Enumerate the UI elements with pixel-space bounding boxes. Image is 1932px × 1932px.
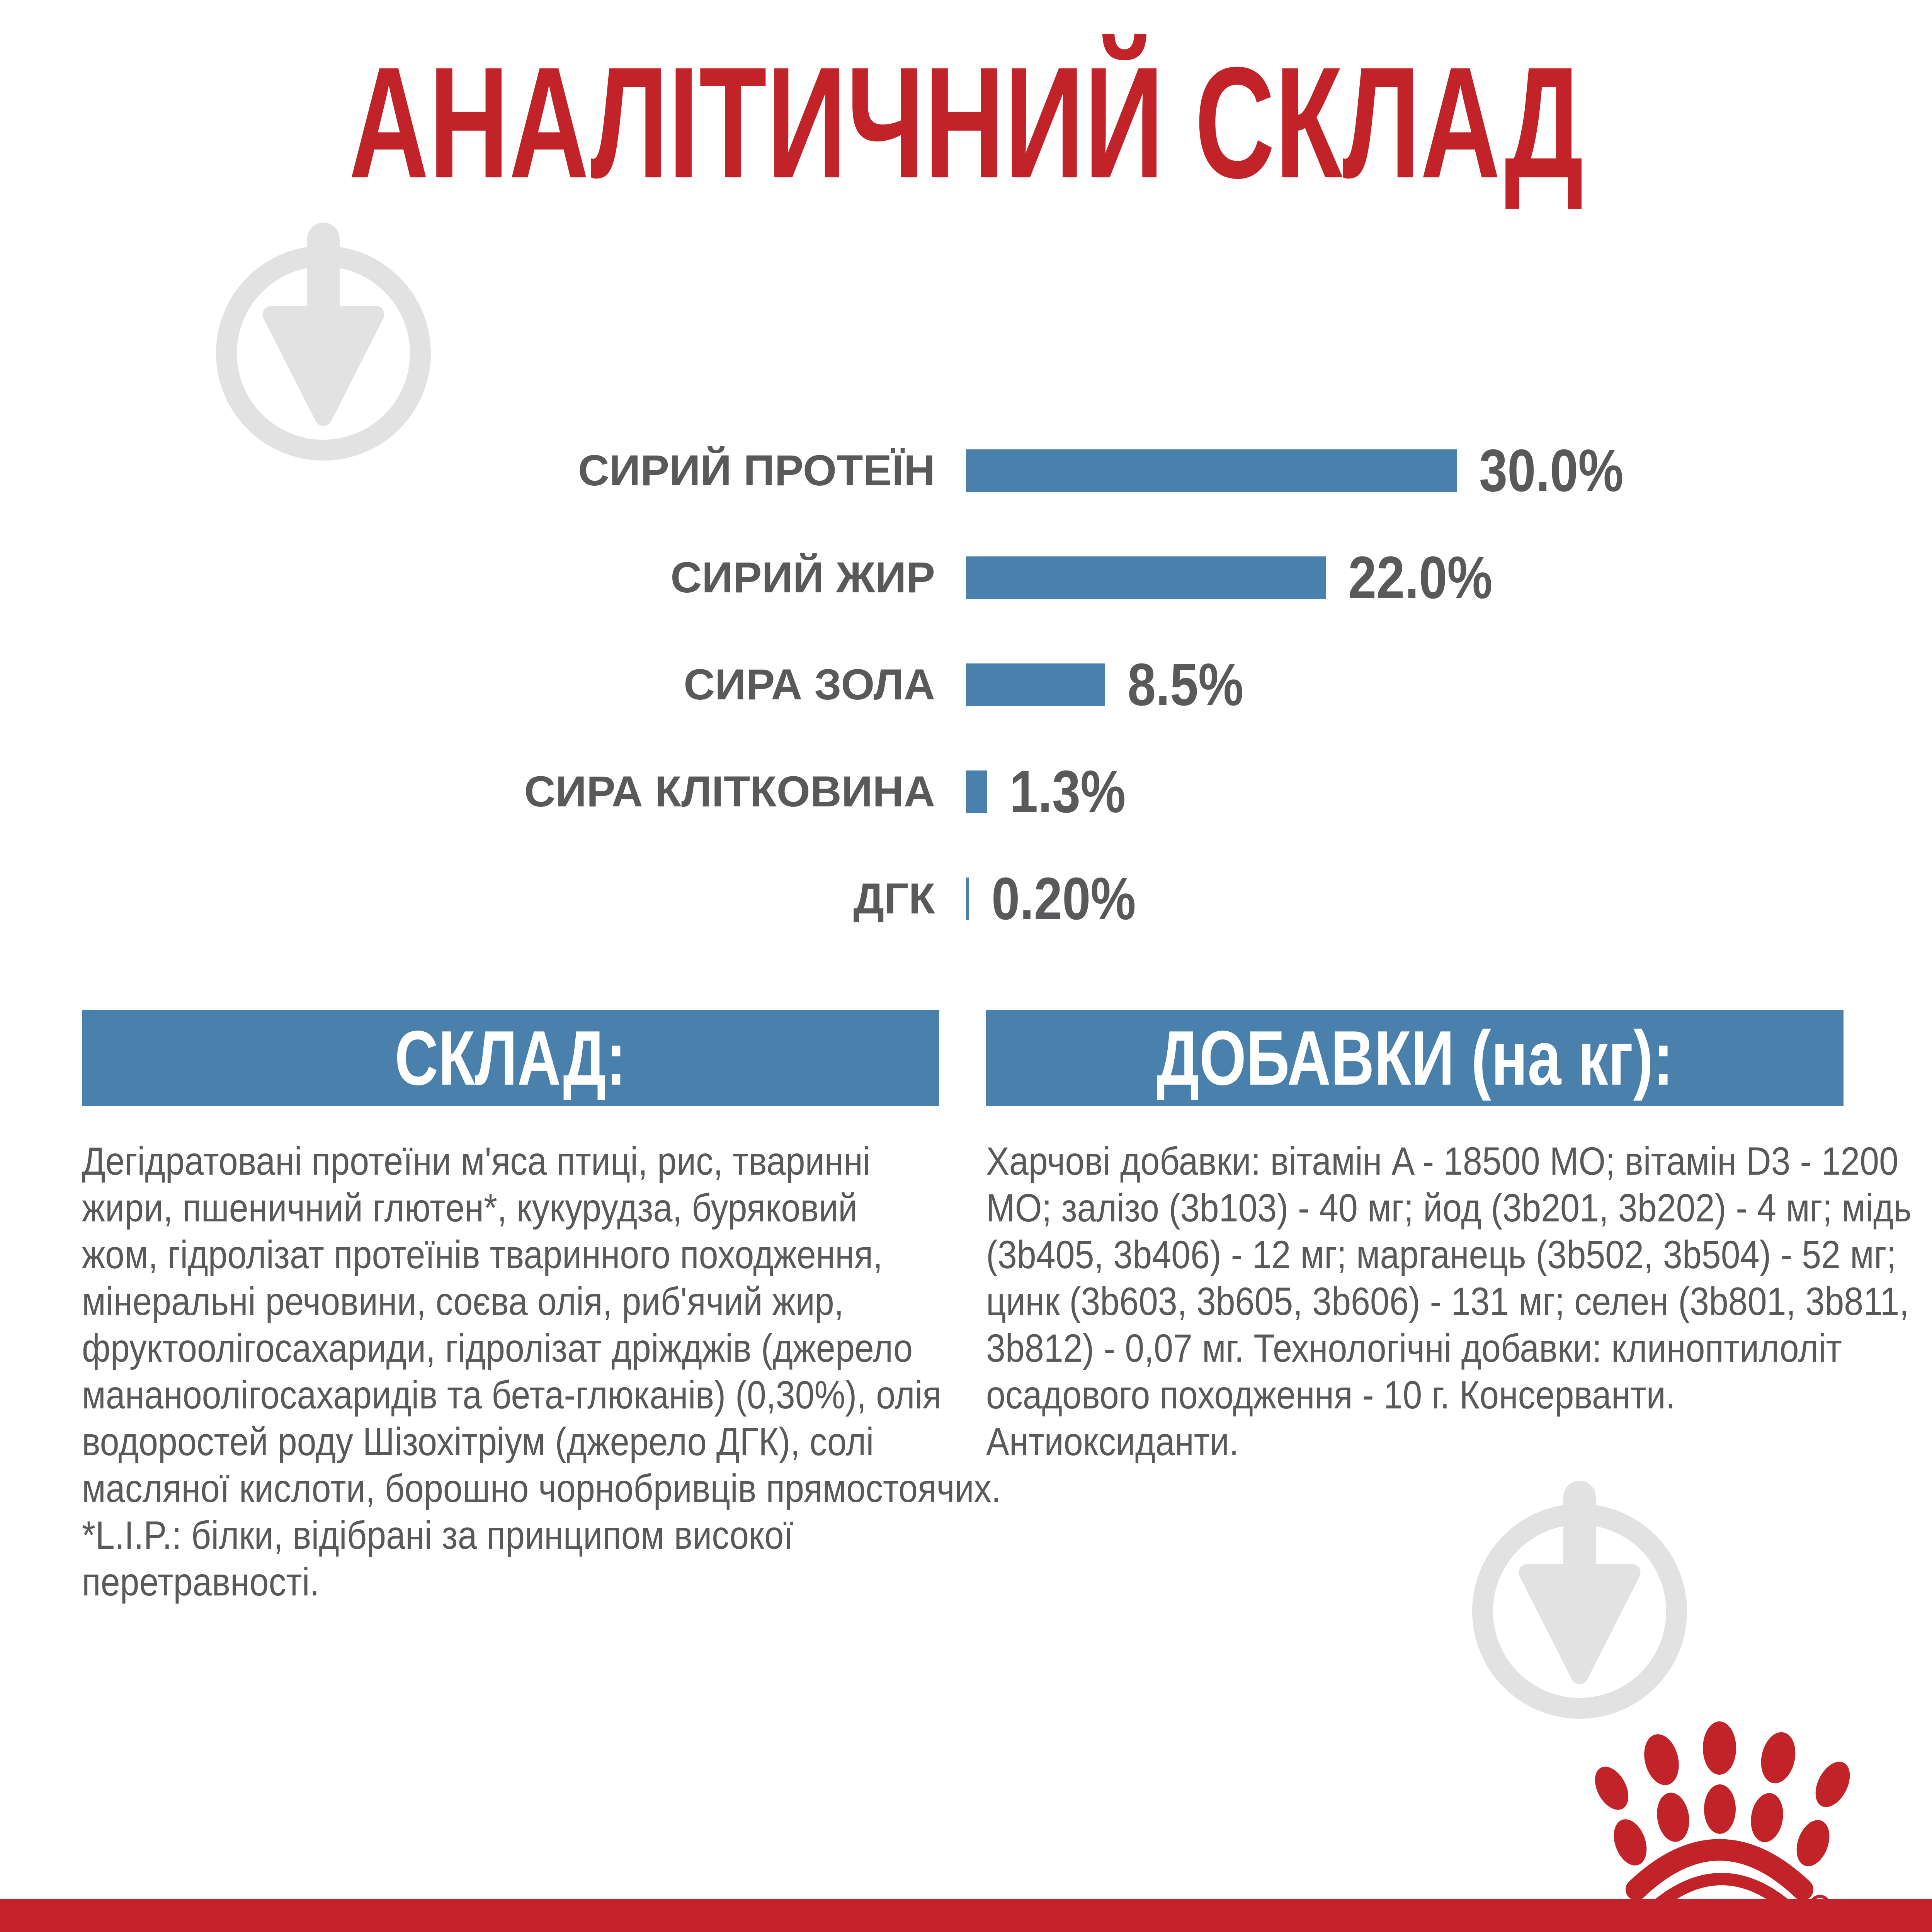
- chart-value-text: 0.20%: [992, 865, 1136, 932]
- page-title-text: АНАЛІТИЧНИЙ СКЛАД: [349, 34, 1583, 211]
- watermark-trowel-blade: [1519, 1564, 1641, 1684]
- crown-base-arc-upper: [1626, 1839, 1813, 1900]
- crown-jewel-dot: [1703, 1721, 1736, 1775]
- chart-bar: [966, 449, 1457, 492]
- chart-category-label: СИРА ЗОЛА: [684, 660, 935, 709]
- crown-jewel-dot: [1704, 1784, 1736, 1834]
- watermark-trowel-blade: [262, 306, 384, 426]
- trowel-watermark-icon: [216, 223, 431, 461]
- composition-body-text: Дегідратовані протеїни м'яса птиці, рис,…: [82, 1139, 1001, 1604]
- crown-jewel-dot: [1796, 1820, 1830, 1866]
- chart-value-label: 30.0%: [1479, 437, 1649, 504]
- page-title: АНАЛІТИЧНИЙ СКЛАД: [0, 41, 1932, 204]
- watermark-stem: [307, 223, 340, 338]
- chart-bar: [966, 878, 969, 920]
- chart-category-label: СИРА КЛІТКОВИНА: [524, 767, 935, 816]
- crown-jewel-dot: [1614, 1819, 1647, 1866]
- watermark-circle: [216, 246, 431, 461]
- chart-bar: [966, 770, 987, 813]
- chart-bar: [966, 663, 1105, 706]
- crown-jewel-dot: [1595, 1767, 1629, 1810]
- trowel-watermark-icon: [1472, 1481, 1687, 1719]
- bottom-accent-bar: [0, 1899, 1932, 1932]
- chart-bar: [966, 556, 1326, 599]
- chart-value-label: 0.20%: [992, 865, 1162, 932]
- chart-value-label: 1.3%: [1010, 758, 1146, 825]
- chart-value-text: 30.0%: [1479, 437, 1624, 504]
- chart-category-label: СИРИЙ ЖИР: [670, 553, 935, 602]
- additives-header-text: ДОБАВКИ (на кг):: [1156, 1015, 1673, 1101]
- chart-category-label: ДГК: [853, 874, 935, 923]
- composition-section-header: СКЛАД:: [82, 1010, 939, 1106]
- chart-value-text: 8.5%: [1128, 651, 1244, 718]
- chart-category-label: СИРИЙ ПРОТЕЇН: [578, 446, 935, 495]
- crown-jewel-dot: [1644, 1734, 1679, 1785]
- watermark-circle: [1472, 1504, 1687, 1719]
- crown-base-arc-lower: [1640, 1873, 1803, 1921]
- chart-value-label: 22.0%: [1348, 544, 1518, 611]
- chart-value-text: 22.0%: [1348, 544, 1493, 611]
- chart-value-text: 1.3%: [1010, 758, 1126, 825]
- crown-jewel-dot: [1657, 1793, 1689, 1842]
- crown-jewel-dot: [1815, 1762, 1850, 1807]
- crown-jewel-dot: [1761, 1732, 1796, 1784]
- crown-jewel-dot: [1751, 1793, 1783, 1842]
- additives-section-header: ДОБАВКИ (на кг):: [986, 1010, 1844, 1106]
- watermark-stem: [1563, 1481, 1596, 1597]
- royal-canin-crown-logo: ®: [1595, 1721, 1850, 1921]
- additives-body-text: Харчові добавки: вітамін A - 18500 МО; в…: [986, 1139, 1912, 1464]
- composition-header-text: СКЛАД:: [395, 1015, 626, 1101]
- chart-value-label: 8.5%: [1128, 651, 1264, 718]
